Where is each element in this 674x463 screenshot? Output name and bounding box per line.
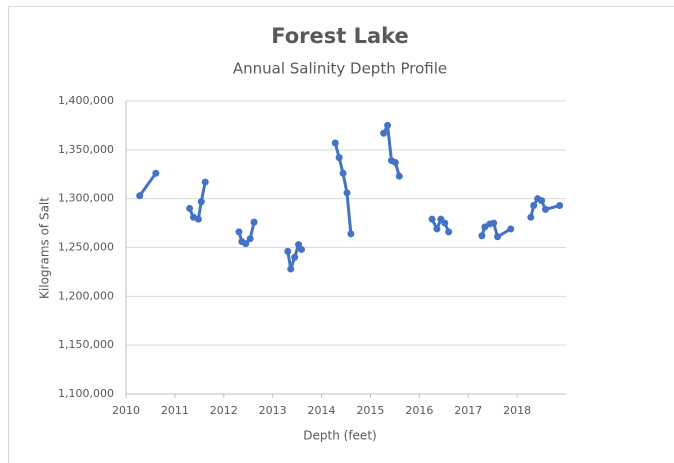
data-point: [242, 240, 250, 248]
x-tick-label: 2016: [405, 404, 433, 417]
x-tick-label: 2014: [308, 404, 336, 417]
y-tick-label: 1,300,000: [58, 192, 114, 205]
data-point: [335, 154, 343, 162]
data-point: [287, 265, 295, 273]
x-tick-label: 2018: [503, 404, 531, 417]
data-point: [541, 205, 549, 213]
data-point: [331, 139, 339, 147]
data-point: [384, 121, 392, 129]
data-point: [391, 159, 399, 167]
chart-frame: [8, 6, 674, 463]
data-point: [197, 198, 205, 206]
data-point: [284, 247, 292, 255]
data-point: [152, 169, 160, 177]
data-point: [291, 253, 299, 261]
data-point: [395, 172, 403, 180]
data-point: [507, 225, 515, 233]
x-tick-label: 2017: [454, 404, 482, 417]
data-point: [490, 219, 498, 227]
data-point: [339, 169, 347, 177]
y-axis-label: Kilograms of Salt: [38, 197, 52, 299]
data-point: [478, 232, 486, 240]
y-tick-label: 1,100,000: [58, 387, 114, 400]
data-point: [201, 178, 209, 186]
data-point: [235, 228, 243, 236]
data-point: [530, 202, 538, 210]
data-point: [428, 215, 436, 223]
data-point: [194, 215, 202, 223]
data-point: [380, 129, 388, 137]
data-point: [445, 228, 453, 236]
data-point: [298, 245, 306, 253]
x-axis-label: Depth (feet): [303, 429, 376, 443]
x-tick-label: 2012: [210, 404, 238, 417]
chart-title: Forest Lake: [271, 24, 409, 48]
x-tick-label: 2013: [259, 404, 287, 417]
x-tick-label: 2011: [161, 404, 189, 417]
data-point: [538, 197, 546, 205]
data-point: [186, 204, 194, 212]
y-tick-label: 1,200,000: [58, 289, 114, 302]
data-point: [250, 218, 258, 226]
y-tick-label: 1,350,000: [58, 143, 114, 156]
data-point: [556, 202, 564, 210]
data-point: [347, 230, 355, 238]
data-point: [433, 225, 441, 233]
data-point: [246, 235, 254, 243]
x-tick-label: 2010: [112, 404, 140, 417]
data-point: [441, 219, 449, 227]
chart-subtitle: Annual Salinity Depth Profile: [233, 60, 447, 78]
y-tick-label: 1,400,000: [58, 94, 114, 107]
data-point: [343, 189, 351, 197]
x-tick-label: 2015: [356, 404, 384, 417]
y-tick-label: 1,250,000: [58, 241, 114, 254]
y-tick-label: 1,150,000: [58, 338, 114, 351]
data-point: [136, 192, 144, 200]
data-point: [494, 233, 502, 241]
data-point: [527, 213, 535, 221]
